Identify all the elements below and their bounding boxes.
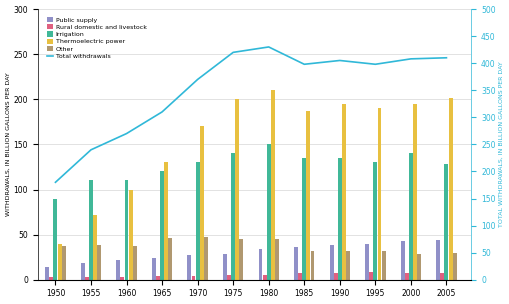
Bar (200, 126, 204, 280)
Bar (294, 247, 298, 280)
Legend: Public supply, Rural domestic and livestock, Irrigation, Thermoelectric power, O: Public supply, Rural domestic and livest… (45, 15, 149, 61)
Bar (267, 144, 271, 280)
Bar (152, 258, 156, 280)
Bar (413, 104, 417, 280)
Bar (93, 215, 97, 280)
Bar (121, 277, 124, 280)
Bar (405, 273, 409, 280)
Bar (45, 267, 49, 280)
Bar (164, 162, 168, 280)
Bar (49, 277, 53, 280)
Bar (338, 158, 342, 280)
Bar (417, 254, 421, 280)
Bar (223, 254, 227, 280)
Bar (275, 239, 279, 280)
Bar (204, 237, 208, 280)
Bar (117, 260, 120, 280)
Y-axis label: WITHDRAWALS, IN BILLION GALLONS PER DAY: WITHDRAWALS, IN BILLION GALLONS PER DAY (6, 73, 11, 216)
Bar (334, 273, 337, 280)
Bar (168, 238, 172, 280)
Bar (444, 164, 448, 280)
Bar (436, 240, 440, 280)
Bar (453, 253, 457, 280)
Bar (259, 249, 263, 280)
Bar (263, 275, 267, 280)
Bar (85, 277, 89, 280)
Bar (62, 246, 66, 280)
Bar (374, 162, 377, 280)
Bar (378, 108, 381, 280)
Bar (53, 199, 58, 280)
Bar (125, 181, 128, 280)
Bar (235, 99, 239, 280)
Bar (298, 273, 302, 280)
Bar (89, 181, 93, 280)
Bar (58, 244, 62, 280)
Bar (382, 251, 385, 280)
Bar (440, 273, 444, 280)
Bar (448, 98, 453, 280)
Bar (227, 275, 231, 280)
Bar (310, 251, 315, 280)
Bar (239, 239, 243, 280)
Bar (191, 276, 195, 280)
Bar (409, 154, 413, 280)
Bar (401, 241, 405, 280)
Bar (133, 246, 137, 280)
Y-axis label: TOTAL WITHDRAWALS, IN BILLION GALLONS PER DAY: TOTAL WITHDRAWALS, IN BILLION GALLONS PE… (498, 61, 503, 227)
Bar (330, 245, 333, 280)
Bar (231, 154, 235, 280)
Bar (342, 104, 346, 280)
Bar (302, 158, 306, 280)
Bar (187, 255, 191, 280)
Bar (306, 111, 310, 280)
Bar (346, 251, 350, 280)
Bar (160, 171, 164, 280)
Bar (365, 244, 369, 280)
Bar (97, 244, 101, 280)
Bar (195, 162, 200, 280)
Bar (81, 263, 84, 280)
Bar (129, 189, 133, 280)
Bar (271, 90, 275, 280)
Bar (156, 276, 160, 280)
Bar (369, 272, 373, 280)
